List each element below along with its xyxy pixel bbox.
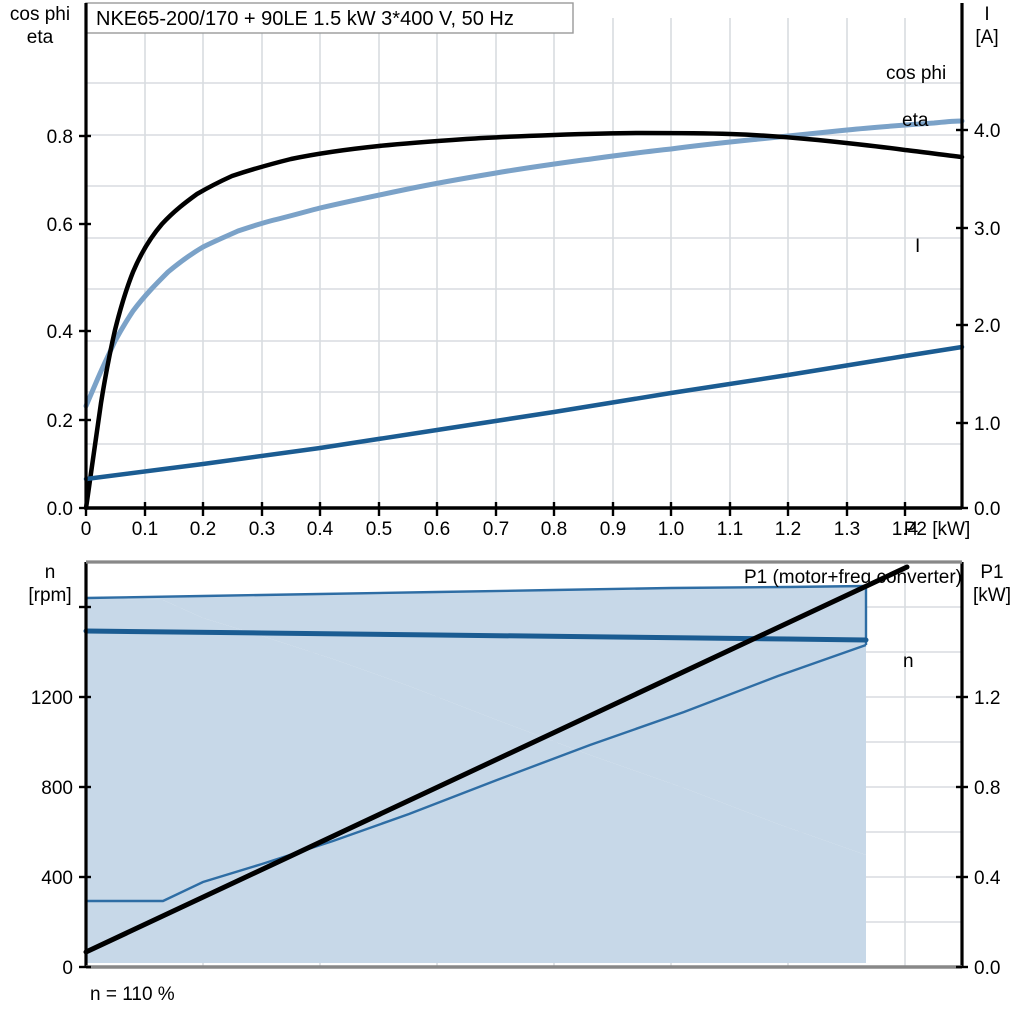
bottom-chart-left-ticklabels: 0 400 800 1200 — [31, 688, 73, 979]
svg-text:0.2: 0.2 — [190, 519, 216, 540]
svg-text:0.0: 0.0 — [47, 499, 73, 520]
cos-phi-curve — [83, 118, 965, 409]
bottom-chart-right-ticklabels: 0.0 0.4 0.8 1.2 — [974, 688, 1001, 979]
svg-text:0: 0 — [62, 958, 73, 979]
current-label: I — [915, 236, 920, 257]
svg-text:1.2: 1.2 — [775, 519, 801, 540]
svg-text:1200: 1200 — [31, 688, 73, 709]
cos-phi-label: cos phi — [886, 63, 946, 84]
svg-text:0.4: 0.4 — [307, 519, 334, 540]
bottom-chart: P1 (motor+freq.converter) n 0 400 800 — [28, 560, 1011, 1005]
svg-text:400: 400 — [41, 868, 73, 889]
svg-text:1.0: 1.0 — [974, 414, 1000, 435]
top-chart-x-axis-title: P2 [kW] — [904, 519, 971, 540]
svg-text:1.4: 1.4 — [892, 519, 919, 540]
svg-text:0.9: 0.9 — [600, 519, 626, 540]
svg-text:1.2: 1.2 — [974, 688, 1000, 709]
speed-band-lower-curve — [86, 643, 867, 903]
speed-label: n — [903, 651, 914, 672]
bottom-chart-left-ticks — [79, 605, 91, 969]
svg-text:0.8: 0.8 — [541, 519, 567, 540]
top-chart-right-axis-title-line2: [A] — [975, 27, 998, 48]
bottom-chart-right-axis-title-line1: P1 — [980, 562, 1003, 583]
svg-text:0.8: 0.8 — [974, 778, 1000, 799]
speed-range-band — [86, 598, 866, 963]
top-chart-right-ticklabels: 0.0 1.0 2.0 3.0 4.0 — [974, 121, 1000, 520]
svg-text:0.6: 0.6 — [47, 215, 73, 236]
bottom-chart-right-axis-title-line2: [kW] — [973, 585, 1011, 606]
top-chart-left-ticks — [79, 134, 91, 510]
svg-text:0.4: 0.4 — [47, 322, 74, 343]
top-chart-title-box: NKE65-200/170 + 90LE 1.5 kW 3*400 V, 50 … — [85, 2, 574, 34]
svg-text:0.0: 0.0 — [974, 499, 1000, 520]
svg-text:800: 800 — [41, 778, 73, 799]
top-chart-left-ticklabels: 0.0 0.2 0.4 0.6 0.8 — [47, 127, 74, 520]
speed-band-upper-curve — [85, 584, 867, 600]
top-chart: NKE65-200/170 + 90LE 1.5 kW 3*400 V, 50 … — [10, 2, 1000, 540]
p1-curve — [83, 564, 910, 955]
speed-curve — [83, 628, 869, 643]
svg-text:0.7: 0.7 — [483, 519, 509, 540]
svg-text:4.0: 4.0 — [974, 121, 1000, 142]
top-chart-gridlines — [86, 18, 962, 508]
top-chart-axes — [84, 3, 964, 510]
top-chart-x-ticks — [84, 502, 907, 516]
bottom-chart-right-ticks — [956, 695, 968, 969]
svg-text:2.0: 2.0 — [974, 316, 1000, 337]
svg-text:1.0: 1.0 — [658, 519, 684, 540]
svg-text:0.0: 0.0 — [974, 958, 1000, 979]
top-chart-x-ticklabels: 0 0.1 0.2 0.3 0.4 0.5 0.6 0.7 0.8 0.9 1.… — [81, 519, 919, 540]
eta-label: eta — [902, 110, 929, 131]
p1-label: P1 (motor+freq.converter) — [744, 567, 962, 588]
svg-text:0.6: 0.6 — [424, 519, 450, 540]
top-chart-right-axis-title-line1: I — [984, 4, 989, 25]
svg-text:3.0: 3.0 — [974, 219, 1000, 240]
svg-text:1.3: 1.3 — [834, 519, 860, 540]
bottom-chart-left-axis-title-line1: n — [45, 562, 56, 583]
svg-text:0.5: 0.5 — [366, 519, 392, 540]
svg-text:1.1: 1.1 — [717, 519, 743, 540]
speed-range-band-shape — [86, 586, 866, 855]
eta-curve — [83, 130, 965, 511]
chart-title: NKE65-200/170 + 90LE 1.5 kW 3*400 V, 50 … — [96, 8, 514, 30]
top-chart-left-axis-title-line2: eta — [27, 27, 54, 48]
svg-text:0.3: 0.3 — [249, 519, 275, 540]
svg-text:0.8: 0.8 — [47, 127, 73, 148]
bottom-chart-left-axis-title-line2: [rpm] — [28, 585, 71, 606]
speed-percentage-note: n = 110 % — [90, 984, 175, 1005]
svg-text:0.2: 0.2 — [47, 411, 73, 432]
top-chart-left-axis-title-line1: cos phi — [10, 4, 70, 25]
bottom-chart-axes — [84, 560, 964, 969]
svg-text:0.1: 0.1 — [132, 519, 158, 540]
svg-text:0.4: 0.4 — [974, 868, 1001, 889]
current-curve — [83, 344, 965, 482]
top-chart-right-ticks — [956, 128, 968, 510]
svg-text:0: 0 — [81, 519, 92, 540]
